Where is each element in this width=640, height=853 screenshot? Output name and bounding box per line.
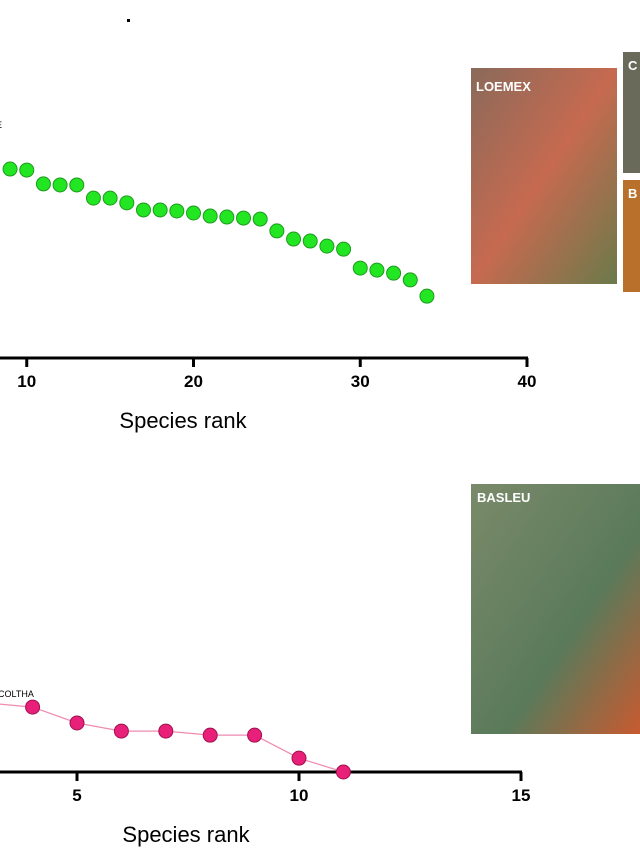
x-tick-label: 20 [184, 372, 203, 391]
point [25, 699, 41, 715]
x-axis-title: Species rank [122, 822, 250, 847]
point [52, 177, 68, 193]
point [102, 190, 118, 206]
x-axis-title: Species rank [119, 408, 247, 433]
photo-label: LOEMEX [476, 79, 531, 94]
point [252, 211, 268, 227]
dot [127, 19, 130, 22]
photo [623, 180, 640, 292]
point [386, 265, 402, 281]
photo [471, 484, 640, 734]
x-tick-label: 5 [72, 786, 81, 805]
point [269, 223, 285, 239]
point [291, 750, 307, 766]
point [158, 723, 174, 739]
point [319, 238, 335, 254]
series-line [0, 703, 344, 773]
point [85, 190, 101, 206]
point [113, 723, 129, 739]
point [135, 202, 151, 218]
x-tick-label: 30 [351, 372, 370, 391]
point [35, 176, 51, 192]
point [336, 241, 352, 257]
point [236, 210, 252, 226]
point [219, 209, 235, 225]
point [152, 202, 168, 218]
photo-label: C [628, 58, 638, 73]
point [69, 177, 85, 193]
photo [471, 68, 617, 284]
point [69, 715, 85, 731]
x-tick-label: 40 [518, 372, 537, 391]
photo-label: B [628, 186, 637, 201]
point [369, 262, 385, 278]
point [186, 205, 201, 221]
annotation: COLTHA [0, 689, 34, 699]
point [202, 727, 218, 743]
point [19, 162, 35, 178]
x-tick-label: 10 [290, 786, 309, 805]
point [402, 272, 418, 288]
point [119, 195, 135, 211]
point [202, 208, 218, 224]
point [2, 161, 18, 177]
photo [623, 52, 640, 173]
point [352, 260, 368, 276]
point [247, 727, 263, 743]
point [419, 288, 435, 304]
point [169, 203, 185, 219]
point [302, 233, 318, 249]
photo-label: BASLEU [477, 490, 530, 505]
annotation: E [0, 120, 2, 130]
x-tick-label: 15 [512, 786, 531, 805]
point [335, 764, 351, 780]
x-tick-label: 10 [17, 372, 36, 391]
point [286, 231, 302, 247]
